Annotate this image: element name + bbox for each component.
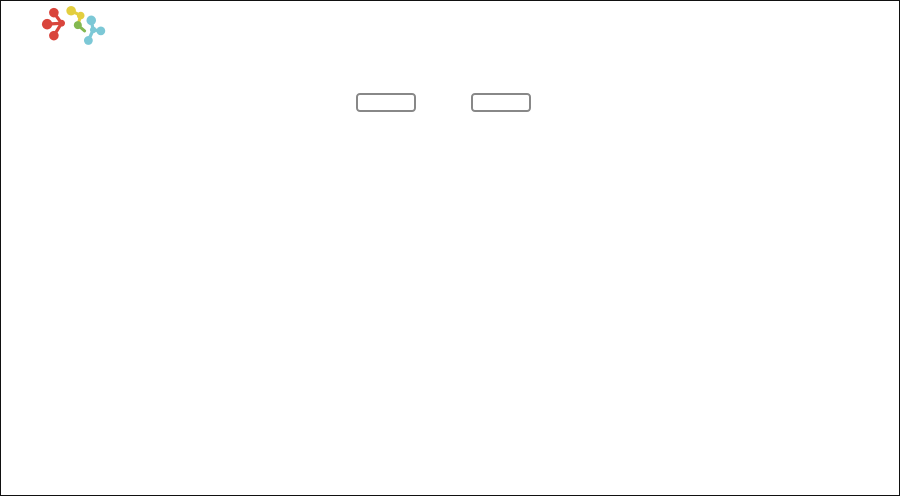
mortality-watch-logo [7, 5, 141, 51]
legend-item-deu-bayern[interactable] [356, 93, 429, 112]
chart-legend [1, 93, 899, 112]
legend-item-sweden[interactable] [471, 93, 544, 112]
legend-swatch-sweden [471, 93, 531, 112]
logo-molecule-icon [41, 5, 106, 45]
legend-swatch-deu-bayern [356, 93, 416, 112]
